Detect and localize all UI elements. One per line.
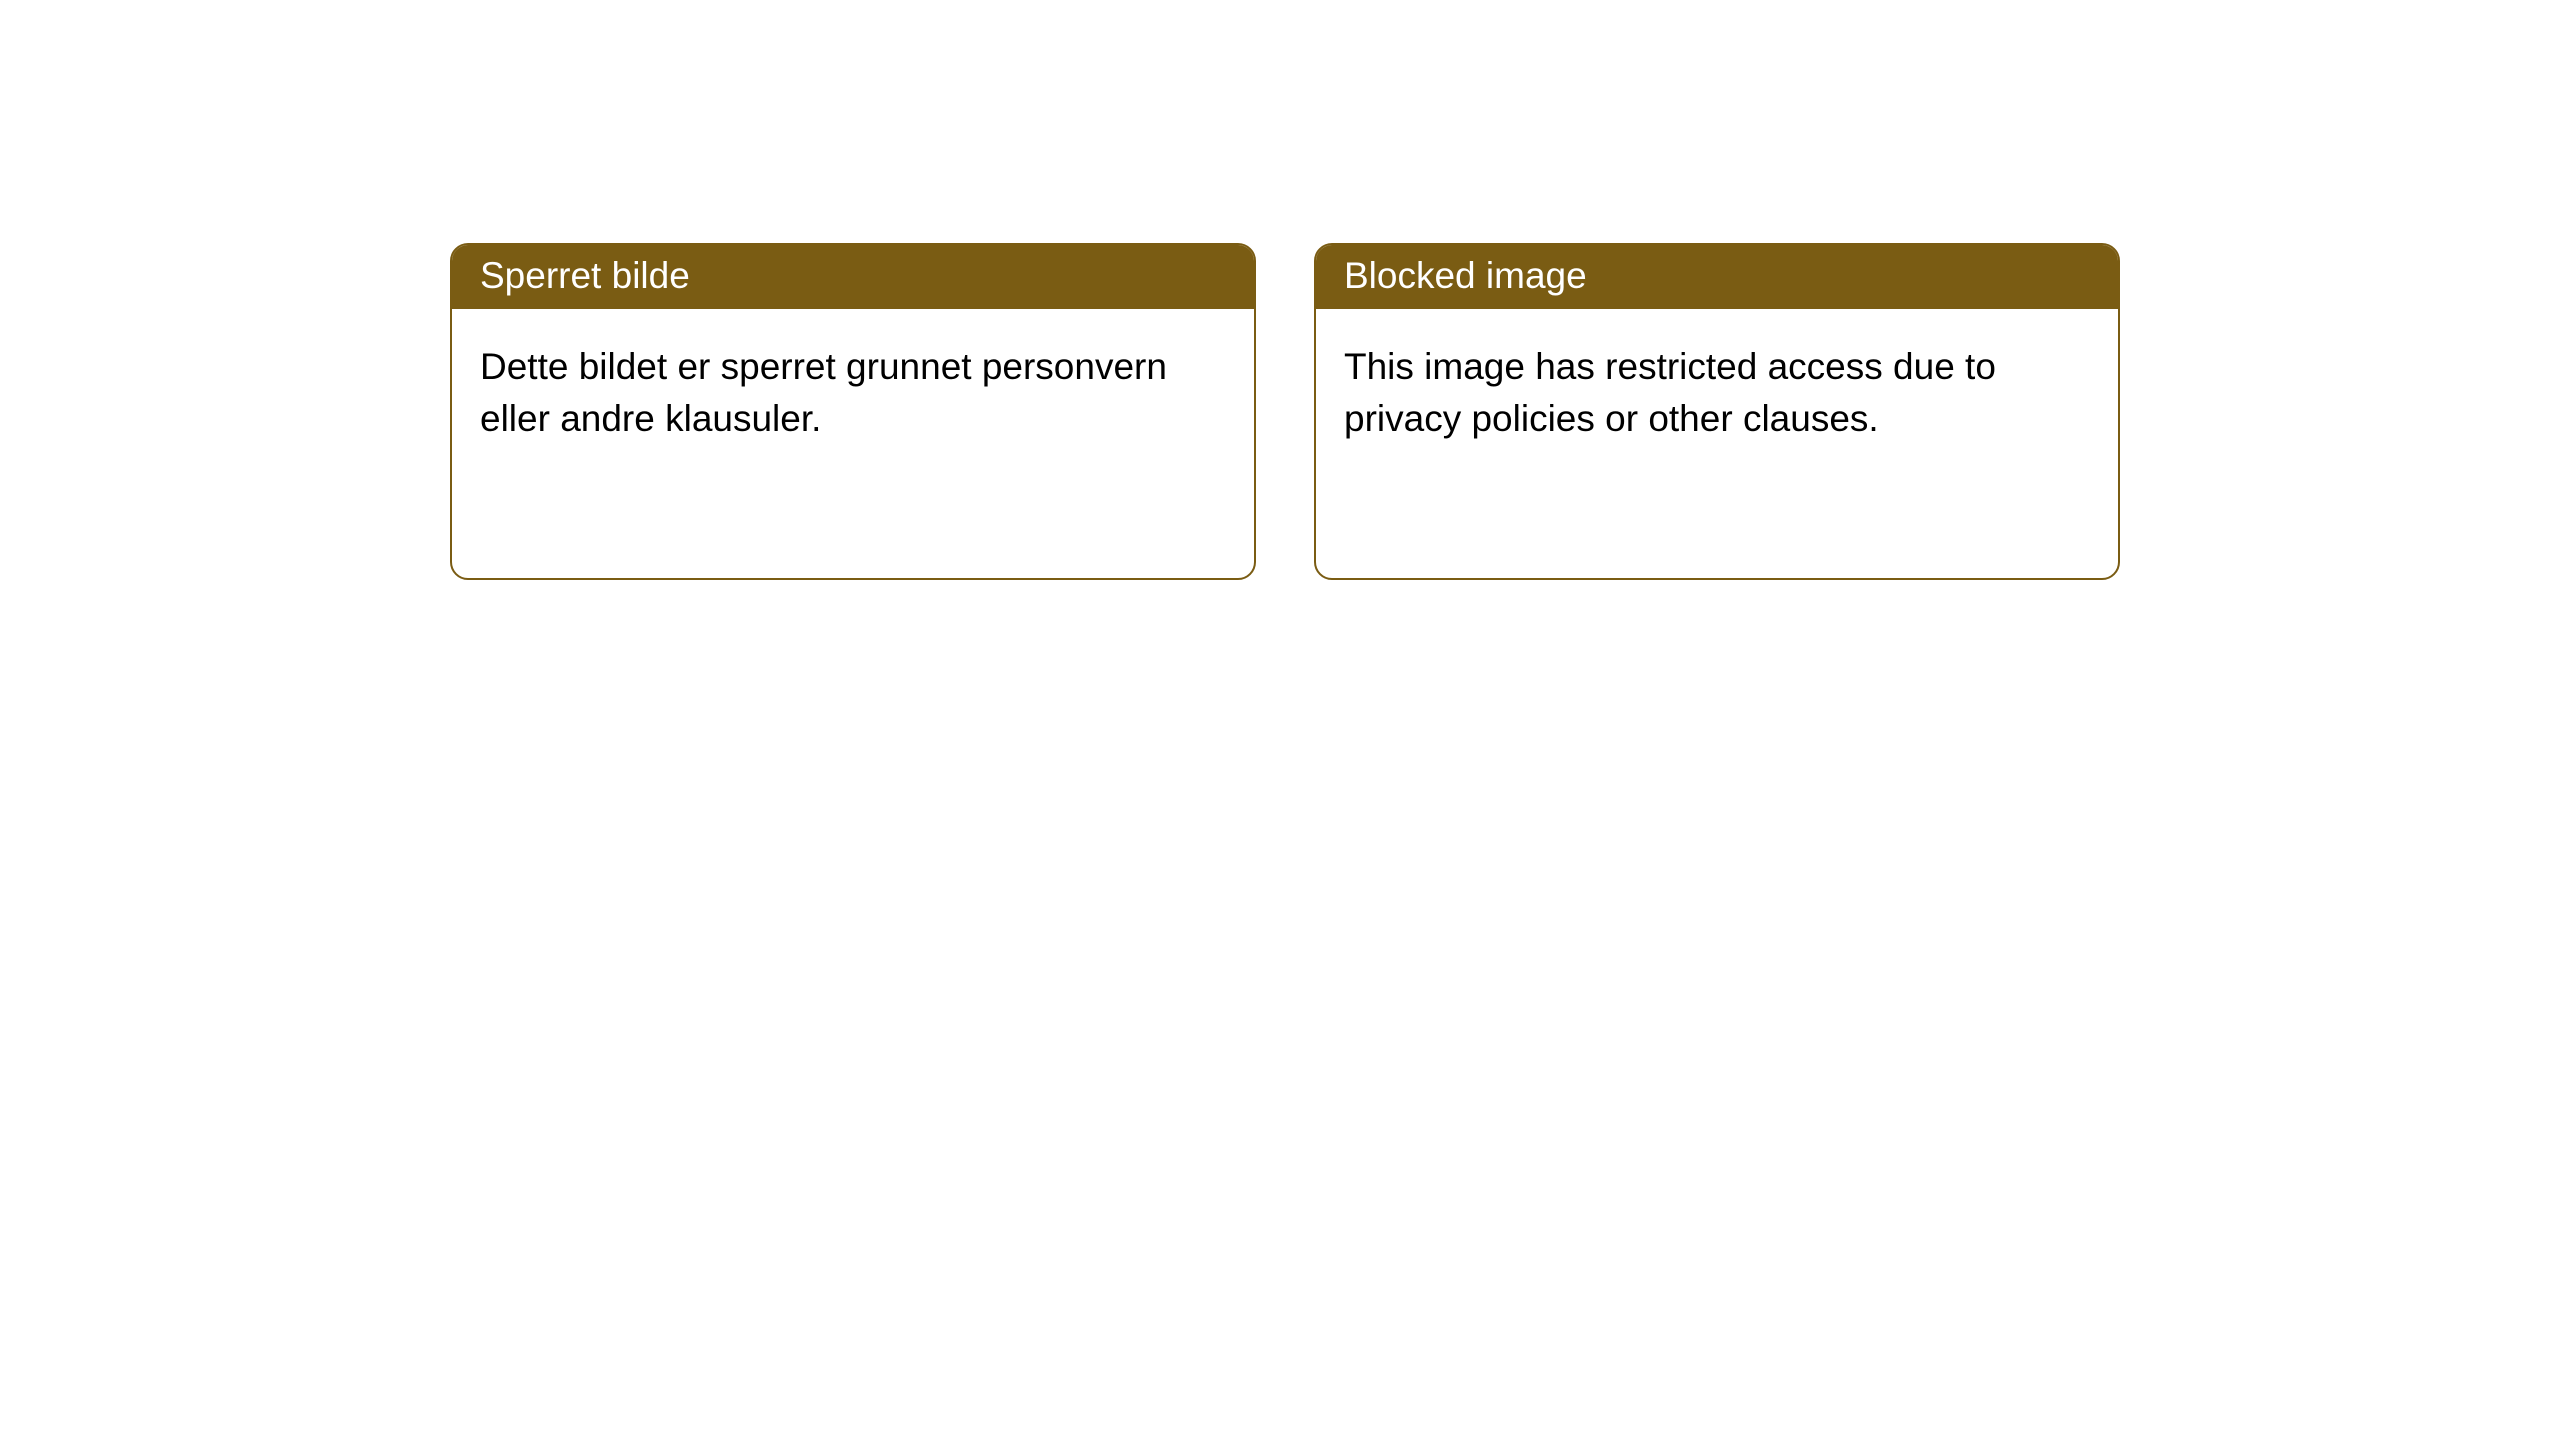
card-body: Dette bildet er sperret grunnet personve… [452, 309, 1254, 477]
card-header: Sperret bilde [452, 245, 1254, 309]
card-body: This image has restricted access due to … [1316, 309, 2118, 477]
card-text: This image has restricted access due to … [1344, 346, 1996, 439]
card-header: Blocked image [1316, 245, 2118, 309]
card-title: Blocked image [1344, 255, 1587, 296]
notice-card-norwegian: Sperret bilde Dette bildet er sperret gr… [450, 243, 1256, 580]
card-text: Dette bildet er sperret grunnet personve… [480, 346, 1167, 439]
notice-card-english: Blocked image This image has restricted … [1314, 243, 2120, 580]
notice-cards-container: Sperret bilde Dette bildet er sperret gr… [450, 243, 2120, 580]
card-title: Sperret bilde [480, 255, 690, 296]
